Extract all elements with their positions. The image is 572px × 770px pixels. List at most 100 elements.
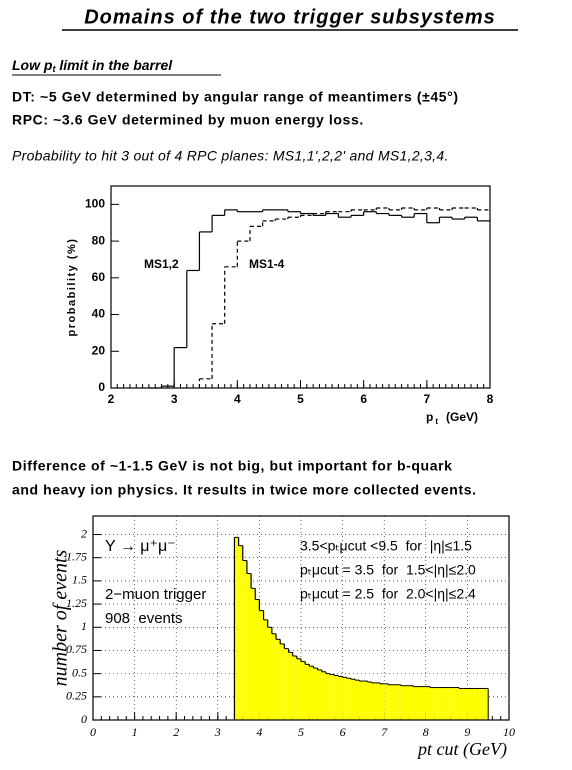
y-tick-label: 80 [92, 233, 106, 247]
title: Domains of the two trigger subsystems [84, 6, 496, 28]
bar [471, 688, 476, 720]
x-tick-label: 8 [423, 725, 429, 739]
bar [375, 682, 381, 720]
bar [363, 681, 368, 720]
bar [409, 685, 414, 720]
bar [371, 682, 376, 720]
histogram-series [198, 207, 490, 388]
bar [384, 683, 389, 720]
bar [234, 537, 239, 720]
text-line: Difference of ~1-1.5 GeV is not big, but… [12, 458, 453, 474]
text-line: RPC: ~3.6 GeV determined by muon energy … [12, 112, 364, 128]
annotation: pₜμcut = 2.5 for 2.0<|η|≤2.4 [300, 586, 476, 602]
plot-frame [92, 515, 510, 721]
bar [259, 610, 264, 720]
y-tick-label: 40 [92, 307, 106, 321]
bar [400, 685, 405, 720]
bar [338, 676, 343, 720]
bar [350, 679, 356, 720]
x-tick-label: 6 [360, 392, 367, 406]
x-tick-label: 10 [503, 725, 515, 739]
x-axis-label: pt cut (GeV) [416, 739, 507, 760]
bar [238, 545, 243, 720]
bar [305, 664, 310, 720]
bar [271, 633, 277, 720]
x-axis-label-part: p [426, 410, 433, 424]
y-tick-label: 0.25 [66, 689, 87, 703]
annotation: 908 events [105, 610, 183, 627]
heading-text: Low p [12, 57, 53, 73]
bar [342, 677, 347, 720]
bar [417, 686, 422, 720]
x-tick-label: 8 [487, 392, 494, 406]
heading: Low pt limit in the barrel [12, 57, 173, 75]
bar [446, 687, 451, 720]
x-tick-label: 9 [464, 725, 470, 739]
bar [292, 656, 297, 720]
y-tick-label: 100 [85, 197, 105, 211]
series-label: MS1-4 [249, 257, 285, 271]
bar [429, 687, 435, 720]
bar [396, 684, 401, 720]
bar [359, 681, 364, 720]
bar [255, 599, 260, 720]
bar [325, 673, 331, 720]
bar [296, 658, 301, 720]
bar [367, 681, 372, 720]
bar [288, 652, 293, 720]
bar [475, 688, 480, 720]
x-tick-label: 4 [234, 392, 241, 406]
y-axis-label: number of events [50, 549, 72, 686]
y-tick-label: 0.5 [72, 665, 87, 679]
text-line: DT: ~5 GeV determined by angular range o… [12, 89, 459, 105]
bar [276, 639, 281, 720]
bar [346, 678, 351, 720]
bar [309, 666, 314, 720]
x-tick-label: 2 [108, 392, 115, 406]
bar [263, 619, 268, 720]
y-tick-label: 60 [92, 270, 106, 284]
x-tick-label: 4 [256, 725, 262, 739]
bar [392, 684, 397, 720]
bar [267, 627, 272, 720]
bar [330, 674, 335, 720]
bar [388, 684, 393, 720]
bar [280, 643, 285, 720]
x-axis-label-part: t [435, 417, 438, 426]
annotation: Υ → μ⁺μ⁻ [105, 538, 176, 555]
histogram-series [233, 536, 489, 720]
bar [413, 686, 418, 720]
heading-subscript: t [52, 64, 56, 74]
bar [313, 668, 318, 720]
annotation: 3.5<pₜμcut <9.5 for |η|≤1.5 [300, 538, 472, 554]
bar [450, 687, 455, 720]
bar [484, 688, 489, 720]
bar [459, 688, 464, 720]
bar [301, 661, 306, 720]
bar [405, 685, 410, 720]
bar [380, 683, 385, 720]
x-tick-label: 5 [298, 725, 304, 739]
y-tick-label: 2 [81, 526, 87, 540]
bar [251, 588, 256, 720]
bar [438, 687, 443, 720]
annotation: pₜμcut = 3.5 for 1.5<|η|≤2.0 [300, 562, 476, 578]
caption: Probability to hit 3 out of 4 RPC planes… [12, 148, 449, 164]
x-tick-label: 7 [423, 392, 430, 406]
bar [284, 648, 289, 720]
x-tick-label: 2 [173, 725, 179, 739]
bar [479, 688, 485, 720]
series-label: MS1,2 [144, 257, 179, 271]
bar [442, 687, 447, 720]
x-tick-label: 6 [340, 725, 346, 739]
bar [246, 573, 252, 720]
x-tick-label: 3 [171, 392, 178, 406]
heading-text: limit in the barrel [55, 57, 173, 73]
x-tick-label: 3 [214, 725, 221, 739]
x-axis-label: p t (GeV) [426, 410, 478, 426]
y-axis-label: probability (%) [66, 238, 78, 337]
bar [317, 669, 322, 720]
bar [321, 671, 326, 720]
x-tick-label: 5 [297, 392, 304, 406]
